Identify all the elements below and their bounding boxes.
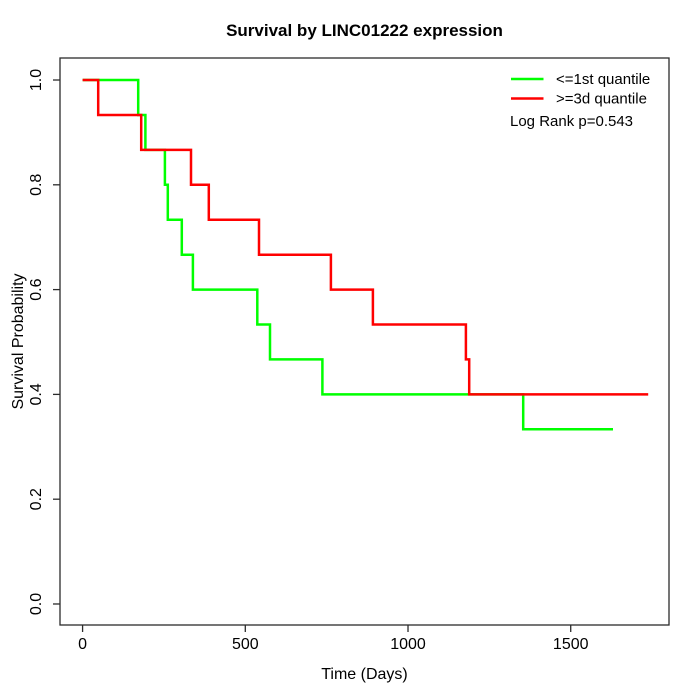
y-axis-tick-label-0.8: 0.8 (28, 174, 45, 196)
axes: 0 500 1000 1500 0.0 0.2 0.4 0.6 0.8 1.0 (28, 57, 670, 653)
legend-label-low-expression: <=1st quantile (556, 71, 650, 88)
y-axis-tick-label-0.0: 0.0 (28, 593, 45, 615)
x-axis-tick-label-1500: 1500 (553, 636, 589, 653)
log-rank-annotation: Log Rank p=0.543 (510, 113, 633, 130)
survival-curve-high-expression (82, 78, 649, 396)
chart-title: Survival by LINC01222 expression (226, 21, 503, 40)
legend-label-high-expression: >=3d quantile (556, 91, 647, 108)
survival-curve-low-expression (82, 78, 613, 431)
legend-key-lines (511, 77, 544, 100)
y-axis-tick-label-0.2: 0.2 (28, 488, 45, 510)
plot-box (59, 57, 670, 626)
x-axis-tick-label-0: 0 (78, 636, 87, 653)
y-axis-tick-label-0.4: 0.4 (28, 383, 45, 405)
x-axis-tick-label-500: 500 (232, 636, 259, 653)
y-axis-label: Survival Probability (10, 273, 27, 409)
y-axis-tick-label-0.6: 0.6 (28, 278, 45, 300)
x-axis-label: Time (Days) (321, 666, 408, 683)
survival-curves (82, 78, 649, 431)
y-axis-tick-label-1.0: 1.0 (28, 69, 45, 91)
x-axis-tick-label-1000: 1000 (390, 636, 426, 653)
